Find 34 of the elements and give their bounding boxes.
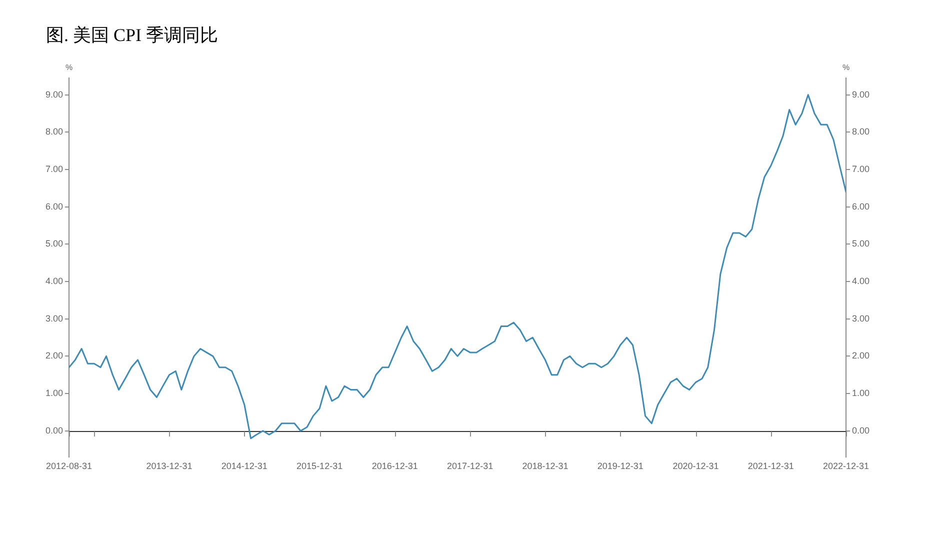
y2-tick-label: 9.00	[852, 89, 870, 100]
y2-tick-label: 2.00	[852, 350, 870, 361]
y-tick-label: 7.00	[45, 164, 63, 174]
y2-tick-label: 3.00	[852, 313, 870, 324]
y-tick-label: 5.00	[45, 238, 63, 249]
y-tick-label: 1.00	[45, 388, 63, 398]
y2-axis-title: %	[842, 63, 850, 72]
x-tick-label: 2017-12-31	[447, 460, 494, 471]
x-tick-label: 2020-12-31	[672, 460, 719, 471]
x-tick-label: 2019-12-31	[597, 460, 644, 471]
y2-tick-label: 6.00	[852, 201, 870, 212]
y-tick-label: 4.00	[45, 276, 63, 286]
y-tick-label: 6.00	[45, 201, 63, 212]
y2-tick-label: 7.00	[852, 164, 870, 174]
y-tick-label: 9.00	[45, 89, 63, 100]
y2-tick-label: 5.00	[852, 238, 870, 249]
x-tick-label: 2021-12-31	[748, 460, 794, 471]
y-tick-label: 0.00	[45, 425, 63, 436]
y2-tick-label: 0.00	[852, 425, 870, 436]
chart-title: 图. 美国 CPI 季调同比	[46, 24, 218, 46]
x-tick-label: 2013-12-31	[146, 460, 192, 471]
y-tick-label: 8.00	[45, 126, 63, 137]
x-tick-label: 2015-12-31	[296, 460, 343, 471]
x-tick-label: 2022-12-31	[822, 460, 870, 471]
y2-tick-label: 4.00	[852, 276, 870, 286]
y-tick-label: 3.00	[45, 313, 63, 324]
y-tick-label: 2.00	[45, 350, 63, 361]
y-axis-title: %	[65, 63, 73, 72]
x-tick-label: 2018-12-31	[522, 460, 568, 471]
x-tick-label: 2012-08-31	[46, 460, 92, 471]
x-tick-label: 2016-12-31	[372, 460, 418, 471]
y2-tick-label: 1.00	[852, 388, 870, 398]
y2-tick-label: 8.00	[852, 126, 870, 137]
x-tick-label: 2014-12-31	[221, 460, 268, 471]
